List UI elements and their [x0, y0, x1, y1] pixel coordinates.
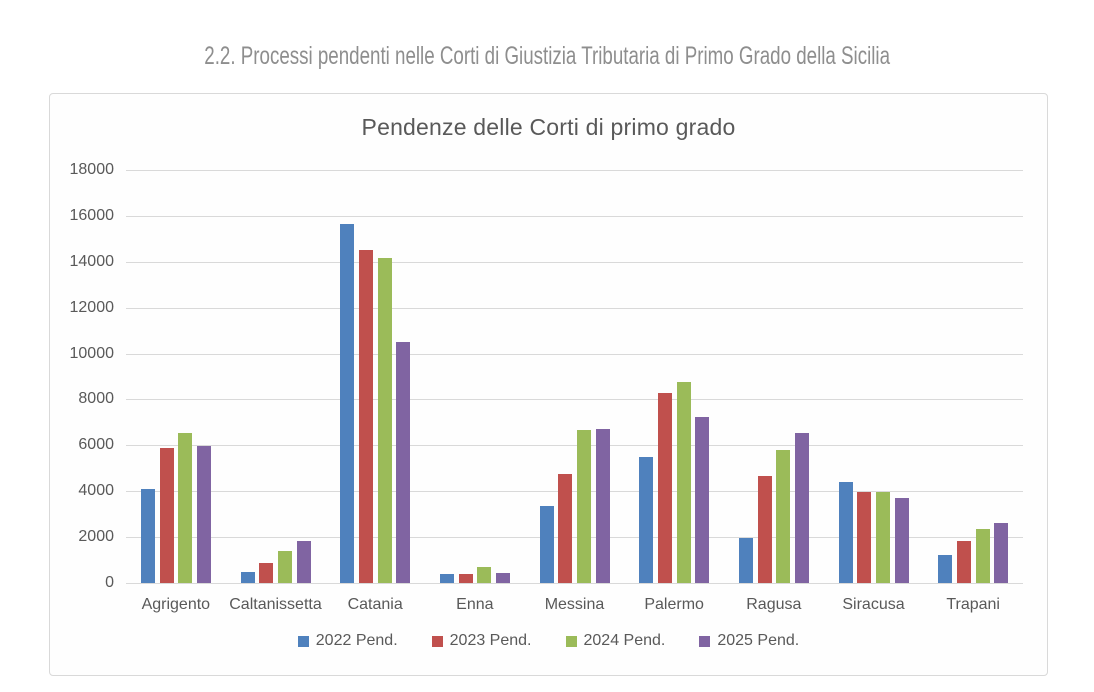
bar-2024-trapani [975, 529, 990, 583]
x-axis-label-catania: Catania [347, 596, 403, 613]
legend-label-2023-pend: 2023 Pend. [449, 632, 532, 649]
legend-swatch-2023-pend [431, 635, 443, 647]
bar-2022-trapani [938, 555, 953, 583]
bar-2022-enna [439, 573, 454, 583]
y-tick-label-12000: 12000 [69, 298, 115, 316]
chart-panel: Pendenze delle Corti di primo grado 2022… [49, 93, 1048, 676]
y-tick-label-10000: 10000 [69, 344, 115, 362]
bar-2022-ragusa [738, 538, 753, 583]
bar-2024-siracusa [875, 492, 890, 583]
bar-2023-caltanissetta [259, 563, 274, 583]
bar-2025-palermo [695, 416, 710, 583]
bar-2023-catania [358, 250, 373, 583]
page-title: 2.2. Processi pendenti nelle Corti di Gi… [0, 42, 1094, 71]
bar-2025-catania [396, 342, 411, 583]
legend-item-2024-pend: 2024 Pend. [565, 632, 666, 650]
bar-2023-agrigento [159, 447, 174, 583]
bar-2024-caltanissetta [277, 550, 292, 583]
bar-2022-caltanissetta [240, 571, 255, 583]
bar-2024-messina [576, 430, 591, 583]
bar-2022-siracusa [838, 482, 853, 583]
bar-2023-ragusa [757, 476, 772, 583]
bar-2022-palermo [639, 456, 654, 583]
gridline [126, 399, 1023, 401]
y-tick-label-0: 0 [105, 574, 114, 591]
legend-swatch-2022-pend [297, 635, 309, 647]
chart-legend: 2022 Pend. 2023 Pend. 2024 Pend. 2025 Pend. [50, 632, 1047, 650]
chart-title: Pendenze delle Corti di primo grado [361, 114, 736, 140]
x-axis-label-trapani: Trapani [946, 596, 1000, 613]
x-axis-label-palermo: Palermo [644, 596, 704, 613]
bar-2022-messina [539, 506, 554, 583]
bar-2024-catania [377, 258, 392, 583]
page-title-text: 2.2. Processi pendenti nelle Corti di Gi… [204, 42, 890, 70]
x-axis-label-messina: Messina [544, 596, 605, 613]
legend-item-2022-pend: 2022 Pend. [297, 632, 398, 650]
bar-2024-ragusa [776, 449, 791, 583]
bar-2022-catania [340, 223, 355, 583]
y-tick-label-4000: 4000 [78, 482, 114, 500]
legend-label-2022-pend: 2022 Pend. [315, 632, 398, 649]
legend-swatch-2025-pend [699, 635, 711, 647]
bar-2025-messina [595, 429, 610, 583]
legend-swatch-2024-pend [565, 635, 577, 647]
bar-2024-enna [477, 566, 492, 583]
bar-2025-agrigento [196, 446, 211, 583]
bar-2025-ragusa [794, 432, 809, 583]
gridline [126, 215, 1023, 217]
gridline [126, 445, 1023, 447]
legend-label-2025-pend: 2025 Pend. [717, 632, 800, 649]
y-tick-label-16000: 16000 [69, 206, 115, 224]
bar-2022-agrigento [140, 488, 155, 583]
bar-2025-trapani [994, 523, 1009, 583]
gridline [126, 261, 1023, 263]
bar-2023-messina [558, 474, 573, 583]
y-tick-label-8000: 8000 [78, 390, 114, 408]
y-tick-label-18000: 18000 [69, 161, 115, 178]
gridline [126, 170, 1023, 171]
y-tick-label-14000: 14000 [69, 252, 115, 270]
gridline [126, 537, 1023, 539]
bar-2025-siracusa [894, 498, 909, 583]
x-axis-line [126, 583, 1023, 584]
bar-2025-caltanissetta [296, 540, 311, 583]
bar-2023-trapani [956, 540, 971, 583]
x-axis-label-siracusa: Siracusa [842, 596, 905, 613]
y-tick-label-2000: 2000 [78, 528, 114, 546]
legend-item-2023-pend: 2023 Pend. [431, 632, 532, 650]
x-axis-label-enna: Enna [456, 596, 494, 613]
x-axis-label-agrigento: Agrigento [141, 596, 211, 613]
gridline [126, 353, 1023, 355]
x-axis-label-caltanissetta: Caltanissetta [229, 596, 322, 613]
bar-2023-siracusa [857, 492, 872, 583]
legend-label-2024-pend: 2024 Pend. [583, 632, 666, 649]
y-tick-label-6000: 6000 [78, 436, 114, 454]
legend-item-2025-pend: 2025 Pend. [699, 632, 799, 650]
bar-2023-palermo [657, 392, 672, 583]
bar-2025-enna [495, 572, 510, 583]
gridline [126, 491, 1023, 493]
bar-2024-agrigento [178, 432, 193, 583]
bar-2023-enna [458, 574, 473, 583]
bar-2024-palermo [676, 382, 691, 583]
gridline [126, 307, 1023, 309]
x-axis-label-ragusa: Ragusa [746, 596, 802, 613]
